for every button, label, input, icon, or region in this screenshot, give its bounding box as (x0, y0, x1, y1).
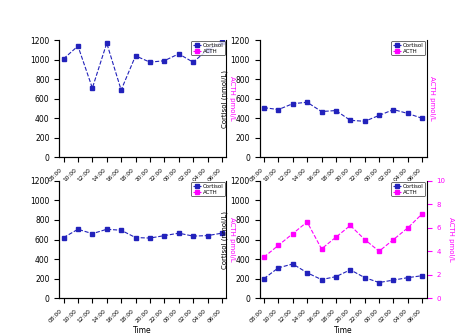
ACTH (405, 226, 411, 230)
ACTH (290, 232, 296, 236)
ACTH (333, 235, 339, 239)
Cortisol (319, 278, 324, 282)
Cortisol (176, 52, 182, 56)
Legend: Cortisol, ACTH: Cortisol, ACTH (191, 41, 225, 56)
Cortisol (75, 44, 81, 48)
Cortisol (290, 262, 296, 266)
Cortisol (304, 100, 310, 104)
X-axis label: Time: Time (334, 326, 353, 335)
Cortisol (419, 274, 425, 278)
Cortisol (190, 60, 196, 64)
Cortisol (347, 118, 353, 122)
Cortisol (219, 40, 225, 44)
ACTH (347, 223, 353, 227)
Cortisol (376, 114, 382, 118)
Cortisol (419, 116, 425, 120)
Cortisol (304, 271, 310, 275)
Cortisol (133, 236, 138, 240)
Line: Cortisol: Cortisol (62, 227, 224, 240)
Cortisol (376, 280, 382, 284)
Cortisol (362, 119, 367, 123)
Cortisol (190, 234, 196, 238)
Cortisol (75, 227, 81, 231)
X-axis label: Time: Time (133, 326, 152, 335)
Cortisol (333, 109, 339, 113)
ACTH (261, 255, 267, 259)
Cortisol (162, 59, 167, 63)
Line: Cortisol: Cortisol (262, 262, 424, 284)
Cortisol (90, 86, 95, 90)
Cortisol (90, 232, 95, 236)
Cortisol (104, 41, 109, 45)
Cortisol (391, 108, 396, 112)
ACTH (304, 220, 310, 224)
Cortisol (261, 277, 267, 281)
Cortisol (133, 54, 138, 58)
Cortisol (405, 112, 411, 116)
Cortisol (147, 60, 153, 64)
Legend: Cortisol, ACTH: Cortisol, ACTH (392, 41, 426, 56)
Cortisol (347, 268, 353, 272)
Line: Cortisol: Cortisol (262, 100, 424, 123)
Y-axis label: ACTH pmol/L: ACTH pmol/L (229, 76, 235, 121)
Cortisol (205, 48, 210, 52)
Cortisol (219, 231, 225, 235)
ACTH (419, 212, 425, 216)
Line: Cortisol: Cortisol (62, 41, 224, 92)
Cortisol (391, 278, 396, 282)
Cortisol (405, 276, 411, 280)
Cortisol (147, 236, 153, 240)
Cortisol (275, 266, 281, 270)
Y-axis label: Cortisol (nmol/L): Cortisol (nmol/L) (221, 210, 228, 269)
ACTH (319, 247, 324, 251)
Cortisol (61, 57, 66, 61)
Cortisol (290, 102, 296, 106)
Y-axis label: ACTH pmol/L: ACTH pmol/L (429, 76, 436, 121)
Y-axis label: ACTH pmol/L: ACTH pmol/L (229, 217, 235, 262)
Cortisol (362, 276, 367, 280)
Y-axis label: ACTH pmol/L: ACTH pmol/L (448, 217, 454, 262)
Cortisol (205, 233, 210, 238)
Cortisol (261, 106, 267, 110)
Cortisol (275, 108, 281, 112)
Cortisol (118, 228, 124, 232)
ACTH (391, 238, 396, 242)
ACTH (362, 238, 367, 242)
Cortisol (333, 275, 339, 279)
Cortisol (319, 110, 324, 114)
Line: ACTH: ACTH (262, 212, 424, 259)
Legend: Cortisol, ACTH: Cortisol, ACTH (392, 182, 426, 196)
Cortisol (118, 88, 124, 92)
ACTH (376, 249, 382, 253)
Cortisol (61, 236, 66, 240)
Legend: Cortisol, ACTH: Cortisol, ACTH (191, 182, 225, 196)
Cortisol (176, 231, 182, 235)
Cortisol (104, 227, 109, 231)
ACTH (275, 243, 281, 247)
Cortisol (162, 233, 167, 238)
Y-axis label: Cortisol (nmol/L): Cortisol (nmol/L) (221, 70, 228, 128)
